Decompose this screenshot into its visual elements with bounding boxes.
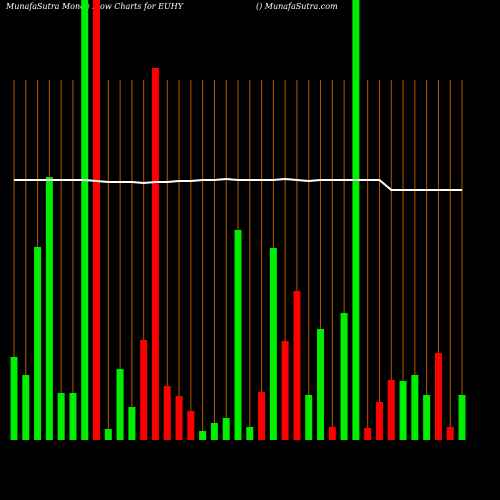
bar xyxy=(187,411,195,440)
bar xyxy=(163,386,171,440)
bar xyxy=(22,375,30,440)
bar xyxy=(446,427,454,440)
bar xyxy=(175,396,183,440)
bar xyxy=(140,340,148,440)
bar xyxy=(281,341,289,440)
bar xyxy=(128,407,136,440)
bar xyxy=(352,0,360,440)
bar xyxy=(81,0,89,440)
bar xyxy=(199,431,207,440)
bar xyxy=(375,402,383,440)
bar xyxy=(34,247,42,440)
chart-subtitle: () MunafaSutra.com xyxy=(256,2,338,11)
bar xyxy=(10,357,18,440)
bar xyxy=(151,68,159,440)
bar xyxy=(328,427,336,440)
bar xyxy=(423,395,431,440)
bar xyxy=(293,291,301,440)
bar xyxy=(399,381,407,440)
bar xyxy=(116,369,124,440)
bar xyxy=(45,177,53,440)
bar xyxy=(93,0,101,440)
bar xyxy=(434,353,442,440)
bar xyxy=(317,329,325,440)
bar xyxy=(69,393,77,440)
bar xyxy=(458,395,466,440)
bar xyxy=(258,392,266,440)
bar xyxy=(269,248,277,440)
bar xyxy=(364,428,372,440)
bar xyxy=(340,313,348,440)
bar xyxy=(387,380,395,440)
bar xyxy=(305,395,313,440)
bar xyxy=(210,423,218,440)
bar xyxy=(246,427,254,440)
bar xyxy=(411,375,419,440)
bar xyxy=(104,429,112,440)
money-flow-line xyxy=(14,177,462,191)
bar xyxy=(57,393,65,440)
bar xyxy=(234,230,242,440)
bar xyxy=(222,418,230,440)
